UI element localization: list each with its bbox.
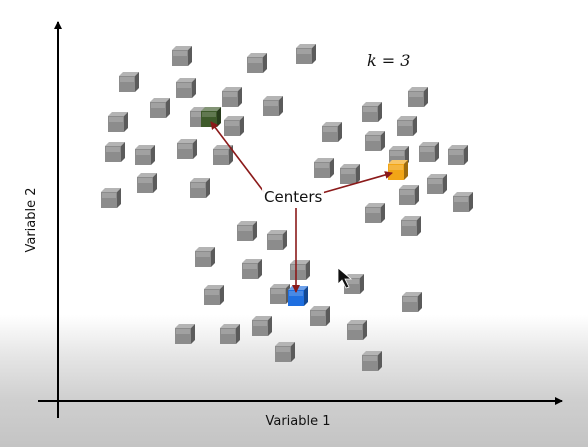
- data-point-cube: [340, 164, 360, 184]
- data-point-cube: [427, 174, 447, 194]
- data-point-cube: [190, 178, 210, 198]
- data-point-cube: [177, 139, 197, 159]
- mouse-cursor-icon: [337, 267, 353, 289]
- x-axis-label: Variable 1: [265, 414, 331, 429]
- data-point-cube: [362, 102, 382, 122]
- data-point-cube: [119, 72, 139, 92]
- centers-label: Centers: [262, 188, 325, 206]
- data-point-cube: [247, 53, 267, 73]
- data-point-cube: [448, 145, 468, 165]
- data-point-cube: [296, 44, 316, 64]
- arrow-to-right-center: [321, 171, 393, 194]
- data-point-cube: [290, 260, 310, 280]
- data-point-cube: [195, 247, 215, 267]
- data-point-cube: [222, 87, 242, 107]
- y-axis-label: Variable 2: [24, 187, 39, 253]
- data-point-cube: [175, 324, 195, 344]
- center-cube-top-left: [201, 107, 221, 127]
- center-cube-bottom: [288, 286, 308, 306]
- data-point-cube: [314, 158, 334, 178]
- data-point-cube: [397, 116, 417, 136]
- data-points: [101, 44, 473, 371]
- data-point-cube: [401, 216, 421, 236]
- data-point-cube: [176, 78, 196, 98]
- data-point-cube: [399, 185, 419, 205]
- data-point-cube: [402, 292, 422, 312]
- center-arrows: [210, 121, 393, 293]
- data-point-cube: [270, 284, 290, 304]
- data-point-cube: [362, 351, 382, 371]
- data-point-cube: [105, 142, 125, 162]
- data-point-cube: [322, 122, 342, 142]
- data-point-cube: [137, 173, 157, 193]
- data-point-cube: [220, 324, 240, 344]
- data-point-cube: [347, 320, 367, 340]
- data-point-cube: [365, 203, 385, 223]
- data-point-cube: [365, 131, 385, 151]
- data-point-cube: [237, 221, 257, 241]
- center-cube-right: [388, 160, 408, 180]
- data-point-cube: [310, 306, 330, 326]
- data-point-cube: [267, 230, 287, 250]
- data-point-cube: [344, 274, 364, 294]
- data-point-cube: [453, 192, 473, 212]
- k-label: k = 3: [367, 51, 411, 70]
- data-point-cube: [408, 87, 428, 107]
- data-point-cube: [224, 116, 244, 136]
- data-point-cube: [101, 188, 121, 208]
- arrow-to-top-left-center: [210, 121, 265, 193]
- data-point-cube: [172, 46, 192, 66]
- data-point-cube: [150, 98, 170, 118]
- data-point-cube: [204, 285, 224, 305]
- data-point-cube: [275, 342, 295, 362]
- data-point-cube: [419, 142, 439, 162]
- data-point-cube: [263, 96, 283, 116]
- data-point-cube: [242, 259, 262, 279]
- data-point-cube: [108, 112, 128, 132]
- data-point-cube: [252, 316, 272, 336]
- data-point-cube: [135, 145, 155, 165]
